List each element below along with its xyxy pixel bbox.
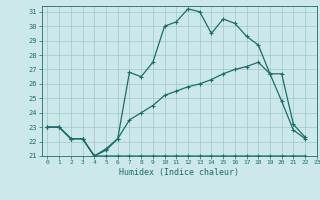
X-axis label: Humidex (Indice chaleur): Humidex (Indice chaleur) <box>119 168 239 177</box>
